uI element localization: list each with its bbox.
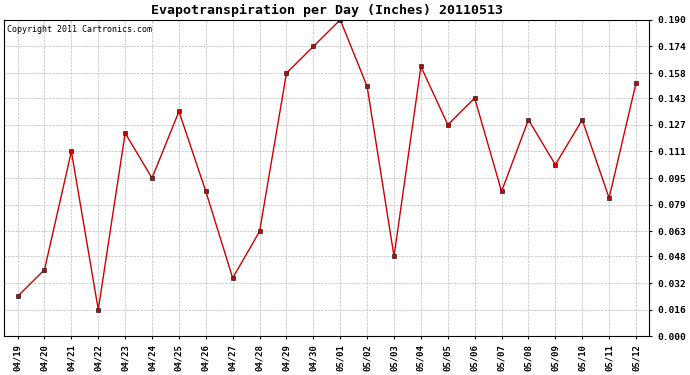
Text: Copyright 2011 Cartronics.com: Copyright 2011 Cartronics.com [8, 24, 152, 33]
Title: Evapotranspiration per Day (Inches) 20110513: Evapotranspiration per Day (Inches) 2011… [151, 4, 503, 17]
